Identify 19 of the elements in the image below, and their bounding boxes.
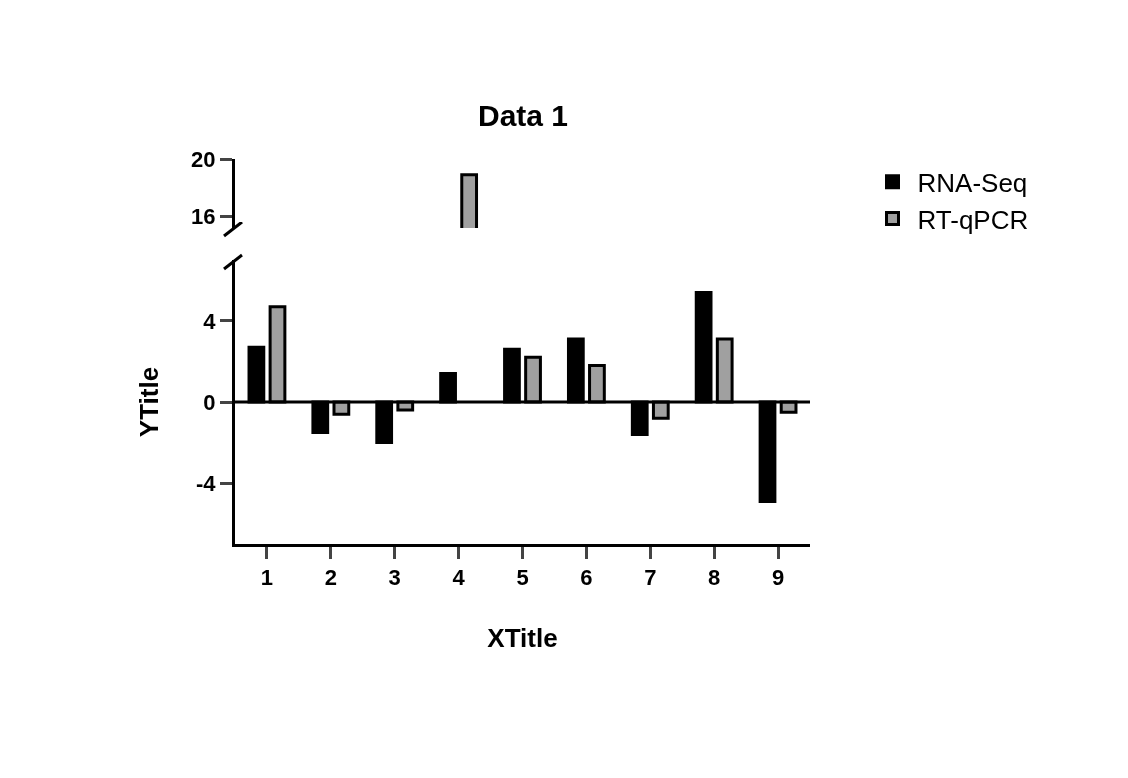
x-tick-label: 7	[644, 565, 657, 591]
x-tick-label: 9	[771, 565, 785, 591]
y-axis-title: YTitle	[134, 366, 165, 438]
x-tick-label: 2	[324, 565, 337, 591]
x-tick-label: 6	[580, 565, 593, 591]
x-tick-label: 5	[516, 565, 529, 591]
legend-label: RT-qPCR	[917, 204, 1029, 235]
y-tick-label: 0	[203, 389, 216, 415]
x-tick-label: 1	[260, 565, 274, 591]
y-tick-label: -4	[196, 470, 217, 496]
legend-label: RNA-Seq	[917, 167, 1028, 198]
y-tick-label: 20	[191, 146, 216, 172]
y-tick-label: 16	[191, 204, 216, 230]
chart-title: Data 1	[478, 99, 569, 132]
y-tick-label: 4	[203, 308, 217, 334]
x-tick-label: 3	[388, 565, 401, 591]
x-tick-label: 4	[452, 565, 466, 591]
x-tick-label: 8	[708, 565, 721, 591]
x-axis-title: XTitle	[487, 623, 558, 654]
